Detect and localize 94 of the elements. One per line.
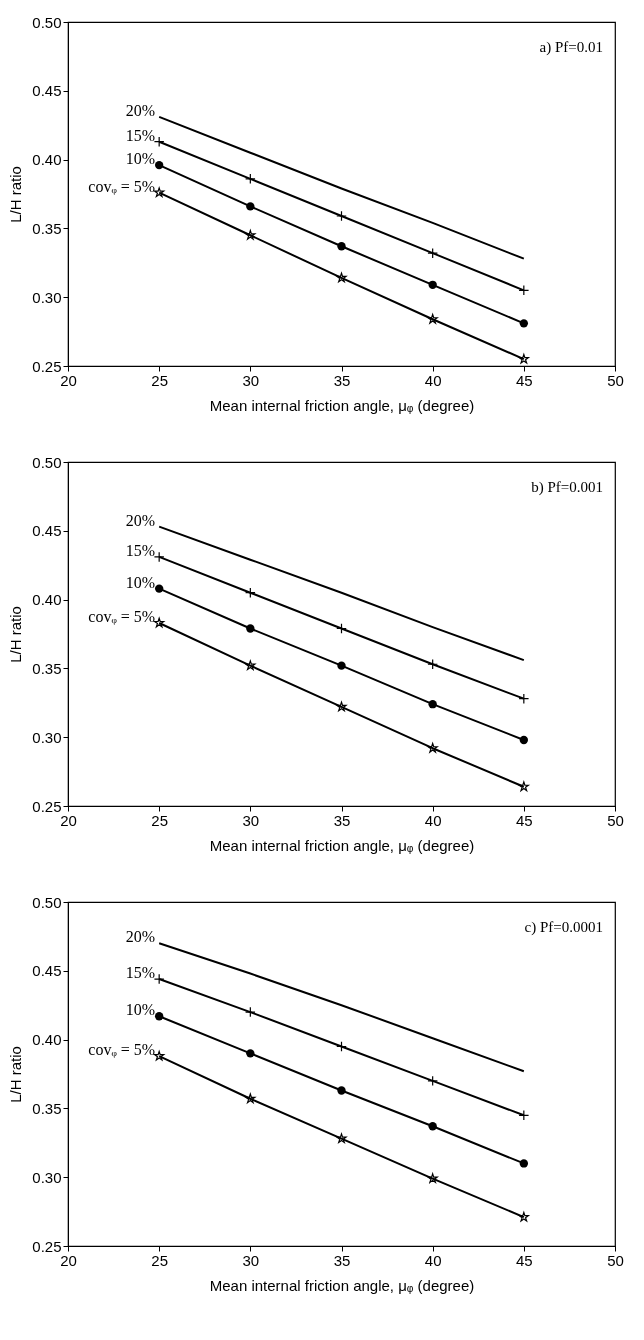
series-label: 15% xyxy=(125,126,156,144)
x-tick-label: 45 xyxy=(515,1251,533,1269)
point xyxy=(154,160,164,170)
x-axis-title: Mean internal friction angle, μᵩ (degree) xyxy=(209,1276,475,1294)
y-tick-label: 0.50 xyxy=(32,13,62,31)
y-tick-label: 0.45 xyxy=(32,522,62,540)
x-tick-label: 30 xyxy=(242,371,260,389)
point xyxy=(337,242,346,251)
y-tick-label: 0.50 xyxy=(32,893,62,911)
series-label: 10% xyxy=(125,573,156,591)
x-tick-label: 25 xyxy=(151,1251,169,1269)
x-tick-label: 45 xyxy=(515,811,533,829)
point xyxy=(336,1133,347,1144)
line-series xyxy=(158,525,525,662)
point xyxy=(428,1122,437,1131)
y-tick-label: 0.45 xyxy=(32,962,62,980)
point xyxy=(246,202,255,211)
point xyxy=(154,187,165,198)
x-tick-label: 30 xyxy=(242,811,260,829)
series-label: covᵩ = 5% xyxy=(88,1041,156,1059)
point xyxy=(428,700,437,709)
y-tick-label: 0.50 xyxy=(32,453,62,471)
series-label: covᵩ = 5% xyxy=(88,607,156,625)
y-tick-label: 0.25 xyxy=(32,1237,62,1255)
y-tick-label: 0.35 xyxy=(32,659,62,677)
y-tick-label: 0.40 xyxy=(32,591,62,609)
x-tick-label: 45 xyxy=(515,371,533,389)
y-tick-label: 0.40 xyxy=(32,151,62,169)
y-tick-label: 0.35 xyxy=(32,1099,62,1117)
x-tick-label: 50 xyxy=(607,1251,624,1269)
point xyxy=(246,624,255,633)
x-tick-label: 20 xyxy=(60,811,77,829)
point xyxy=(336,272,347,283)
series-label: covᵩ = 5% xyxy=(88,177,156,195)
point xyxy=(245,660,256,671)
y-tick-label: 0.25 xyxy=(32,797,62,815)
point xyxy=(428,280,437,289)
annotation: c) Pf=0.0001 xyxy=(524,919,603,936)
y-axis-title: L/H ratio xyxy=(7,1046,25,1103)
y-tick-label: 0.30 xyxy=(32,728,62,746)
x-tick-label: 30 xyxy=(242,1251,260,1269)
x-tick-label: 20 xyxy=(60,371,77,389)
point xyxy=(154,1012,164,1021)
point xyxy=(336,210,347,222)
x-tick-label: 50 xyxy=(607,371,624,389)
point xyxy=(245,1093,256,1104)
y-tick-label: 0.45 xyxy=(32,82,62,100)
x-tick-label: 40 xyxy=(424,371,442,389)
point xyxy=(246,1049,255,1058)
x-tick-label: 20 xyxy=(60,1251,77,1269)
y-tick-label: 0.30 xyxy=(32,288,62,306)
y-tick-label: 0.30 xyxy=(32,1168,62,1186)
point xyxy=(519,735,529,745)
line-series xyxy=(158,942,525,1073)
point xyxy=(336,701,347,712)
x-tick-label: 35 xyxy=(333,811,351,829)
series-label: 10% xyxy=(125,150,156,168)
x-tick-label: 50 xyxy=(607,811,624,829)
series-label: 15% xyxy=(125,964,156,982)
x-tick-label: 35 xyxy=(333,1251,351,1269)
series-label: 15% xyxy=(125,541,156,559)
point xyxy=(427,313,438,324)
y-tick-label: 0.25 xyxy=(32,357,62,375)
series-label: 20% xyxy=(125,928,156,946)
annotation: b) Pf=0.001 xyxy=(531,479,603,496)
x-tick-label: 25 xyxy=(151,811,169,829)
point xyxy=(518,353,529,364)
y-tick-label: 0.35 xyxy=(32,219,62,237)
x-tick-label: 40 xyxy=(424,1251,442,1269)
point xyxy=(154,584,164,593)
point xyxy=(519,319,529,328)
point xyxy=(427,1173,438,1184)
series-label: 10% xyxy=(125,1001,156,1019)
y-axis-title: L/H ratio xyxy=(7,606,25,663)
series-label: 20% xyxy=(125,101,156,119)
x-tick-label: 40 xyxy=(424,811,442,829)
x-axis-title: Mean internal friction angle, μᵩ (degree) xyxy=(209,396,475,414)
point xyxy=(337,1086,346,1095)
x-tick-label: 35 xyxy=(333,371,351,389)
point xyxy=(518,1211,529,1222)
series-label: 20% xyxy=(125,511,156,529)
point xyxy=(154,1050,165,1061)
point xyxy=(427,742,438,753)
point xyxy=(337,661,346,670)
x-axis-title: Mean internal friction angle, μᵩ (degree) xyxy=(209,836,475,854)
line-series xyxy=(158,115,525,260)
point xyxy=(518,781,529,792)
point xyxy=(519,1159,529,1168)
point xyxy=(154,617,165,628)
x-tick-label: 25 xyxy=(151,371,169,389)
y-tick-label: 0.40 xyxy=(32,1031,62,1049)
annotation: a) Pf=0.01 xyxy=(539,39,603,56)
y-axis-title: L/H ratio xyxy=(7,166,25,223)
point xyxy=(245,229,256,240)
